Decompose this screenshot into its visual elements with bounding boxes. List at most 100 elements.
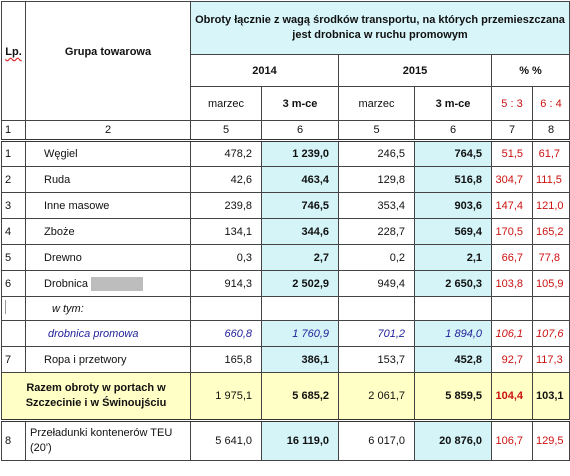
row-lp: 2 xyxy=(1,166,26,193)
col-number: 6 xyxy=(261,120,339,141)
cell: 344,6 xyxy=(261,218,339,245)
cell xyxy=(414,296,492,321)
cell: 165,8 xyxy=(190,346,262,373)
cell: 660,8 xyxy=(190,320,262,347)
cell: 764,5 xyxy=(414,140,492,167)
cell: 129,5 xyxy=(531,420,570,461)
cell: 103,1 xyxy=(531,372,570,421)
cell xyxy=(261,296,339,321)
cell: 2 502,9 xyxy=(261,270,339,297)
cell: 66,7 xyxy=(491,244,533,271)
table-row: 8 Przeładunki kontenerów TEU (20') 5 641… xyxy=(1,420,570,461)
cell: 353,4 xyxy=(338,192,415,219)
cell: 569,4 xyxy=(414,218,492,245)
cell: 0,2 xyxy=(338,244,415,271)
cell: 165,2 xyxy=(531,218,570,245)
row-name: Ruda xyxy=(25,166,191,193)
cell xyxy=(190,296,262,321)
cell: 104,4 xyxy=(491,372,533,421)
row-marker xyxy=(5,300,12,314)
cell: 478,2 xyxy=(190,140,262,167)
table-row: 6 Drobnica 914,3 2 502,9 949,4 2 650,3 1… xyxy=(1,270,570,297)
table-row: w tym: xyxy=(1,296,570,321)
cell: 2 061,7 xyxy=(338,372,415,421)
cell: 228,7 xyxy=(338,218,415,245)
cell: 134,1 xyxy=(190,218,262,245)
cell: 1 975,1 xyxy=(190,372,262,421)
table-row: 2 Ruda 42,6 463,4 129,8 516,8 304,7 111,… xyxy=(1,166,570,193)
cell: 129,8 xyxy=(338,166,415,193)
cell: 51,5 xyxy=(491,140,533,167)
cell xyxy=(531,296,570,321)
percent-header: % % xyxy=(490,54,570,87)
cell: 107,6 xyxy=(531,320,570,347)
row-name: Ropa i przetwory xyxy=(25,346,191,373)
table-row: drobnica promowa 660,8 1 760,9 701,2 1 8… xyxy=(1,320,570,347)
row-name: w tym: xyxy=(25,296,191,321)
cell: 61,7 xyxy=(531,140,570,167)
cell: 516,8 xyxy=(414,166,492,193)
cell: 42,6 xyxy=(190,166,262,193)
row-lp: 8 xyxy=(1,420,26,461)
cell: 106,7 xyxy=(491,420,533,461)
row-name: Węgiel xyxy=(25,140,191,167)
cell: 463,4 xyxy=(261,166,339,193)
cell: 1 894,0 xyxy=(414,320,492,347)
cell: 111,5 xyxy=(531,166,570,193)
row-lp: 7 xyxy=(1,346,26,373)
table-row: 3 Inne masowe 239,8 746,5 353,4 903,6 14… xyxy=(1,192,570,219)
cell: 103,8 xyxy=(491,270,533,297)
sub-header: 3 m-ce xyxy=(414,86,492,121)
cell: 5 859,5 xyxy=(414,372,492,421)
turnover-title: Obroty łącznie z wagą środków transportu… xyxy=(189,1,570,55)
cell: 0,3 xyxy=(190,244,262,271)
cell: 246,5 xyxy=(338,140,415,167)
cell: 452,8 xyxy=(414,346,492,373)
row-lp xyxy=(1,296,26,321)
cell: 2,7 xyxy=(261,244,339,271)
row-name: Inne masowe xyxy=(25,192,191,219)
cell: 914,3 xyxy=(190,270,262,297)
col-number: 2 xyxy=(25,120,191,141)
cell: 746,5 xyxy=(261,192,339,219)
cell: 121,0 xyxy=(531,192,570,219)
cell: 170,5 xyxy=(491,218,533,245)
table-row: 7 Ropa i przetwory 165,8 386,1 153,7 452… xyxy=(1,346,570,373)
cell: 147,4 xyxy=(491,192,533,219)
row-name: drobnica promowa xyxy=(25,320,191,347)
group-header: Grupa towarowa xyxy=(25,1,191,121)
cell: 20 876,0 xyxy=(414,420,492,461)
redaction-box xyxy=(91,276,144,291)
cell xyxy=(491,296,533,321)
col-number: 6 xyxy=(414,120,492,141)
row-lp: 4 xyxy=(1,218,26,245)
total-row: Razem obroty w portach w Szczecinie i w … xyxy=(1,372,570,421)
cell: 701,2 xyxy=(338,320,415,347)
col-number: 5 xyxy=(338,120,415,141)
cell: 105,9 xyxy=(531,270,570,297)
col-number: 8 xyxy=(531,120,570,141)
cell: 1 239,0 xyxy=(261,140,339,167)
row-name: Drobnica xyxy=(25,270,191,297)
table-row: 1 Węgiel 478,2 1 239,0 246,5 764,5 51,5 … xyxy=(1,140,570,167)
cell: 106,1 xyxy=(491,320,533,347)
cell: 903,6 xyxy=(414,192,492,219)
cell: 5 685,2 xyxy=(261,372,339,421)
cell: 16 119,0 xyxy=(261,420,339,461)
cell: 239,8 xyxy=(190,192,262,219)
cell: 117,3 xyxy=(531,346,570,373)
col-number: 7 xyxy=(491,120,533,141)
row-lp: 6 xyxy=(1,270,26,297)
cell: 2 650,3 xyxy=(414,270,492,297)
cell xyxy=(338,296,415,321)
year-2015-header: 2015 xyxy=(338,54,492,87)
cell: 386,1 xyxy=(261,346,339,373)
sub-header: 5 : 3 xyxy=(491,86,533,121)
sub-header: 6 : 4 xyxy=(531,86,570,121)
sub-header: 3 m-ce xyxy=(261,86,339,121)
cell: 304,7 xyxy=(491,166,533,193)
table-row: 4 Zboże 134,1 344,6 228,7 569,4 170,5 16… xyxy=(1,218,570,245)
cell: 6 017,0 xyxy=(338,420,415,461)
cell: 92,7 xyxy=(491,346,533,373)
year-2014-header: 2014 xyxy=(190,54,339,87)
